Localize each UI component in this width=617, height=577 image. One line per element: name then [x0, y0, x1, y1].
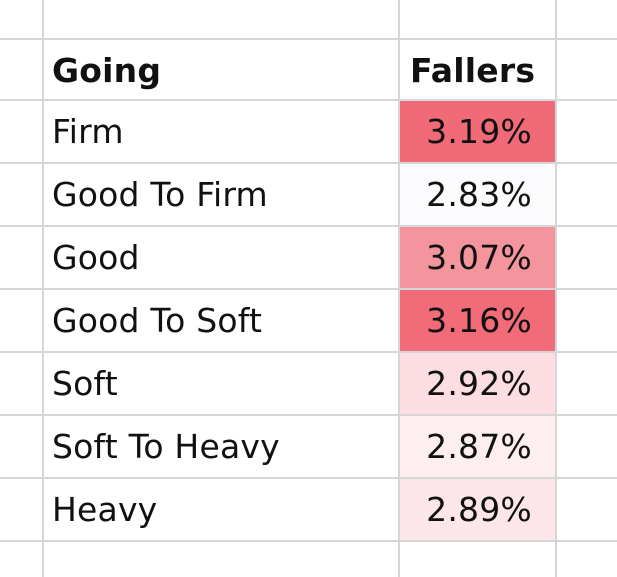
going-cell-heavy[interactable]: Heavy [52, 489, 158, 529]
fallers-cell-good-to-soft[interactable]: 3.16% [426, 300, 532, 340]
going-cell-soft-to-heavy[interactable]: Soft To Heavy [52, 426, 280, 466]
fallers-fill-soft-to-heavy [400, 416, 555, 478]
fallers-fill-soft [400, 353, 555, 415]
fallers-cell-soft-to-heavy[interactable]: 2.87% [426, 426, 532, 466]
header-going[interactable]: Going [52, 50, 162, 90]
fallers-fill-good-to-firm [400, 164, 555, 226]
going-cell-good-to-firm[interactable]: Good To Firm [52, 174, 268, 214]
going-cell-good-to-soft[interactable]: Good To Soft [52, 300, 263, 340]
fallers-fill-firm [400, 101, 555, 163]
going-cell-good[interactable]: Good [52, 237, 140, 277]
row-divider-7 [0, 477, 617, 479]
row-divider-3 [0, 225, 617, 227]
row-divider-2 [0, 162, 617, 164]
going-cell-firm[interactable]: Firm [52, 111, 124, 151]
fallers-fill-heavy [400, 479, 555, 541]
row-divider-0 [0, 38, 617, 40]
fallers-fill-good-to-soft [400, 290, 555, 352]
row-divider-1 [0, 99, 617, 101]
going-cell-soft[interactable]: Soft [52, 363, 118, 403]
fallers-cell-good-to-firm[interactable]: 2.83% [426, 174, 532, 214]
row-divider-4 [0, 288, 617, 290]
header-fallers[interactable]: Fallers [410, 50, 536, 90]
row-divider-6 [0, 414, 617, 416]
row-divider-8 [0, 540, 617, 542]
row-divider-5 [0, 351, 617, 353]
fallers-cell-firm[interactable]: 3.19% [426, 111, 532, 151]
fallers-cell-good[interactable]: 3.07% [426, 237, 532, 277]
fallers-cell-soft[interactable]: 2.92% [426, 363, 532, 403]
fallers-fill-good [400, 227, 555, 289]
fallers-cell-heavy[interactable]: 2.89% [426, 489, 532, 529]
